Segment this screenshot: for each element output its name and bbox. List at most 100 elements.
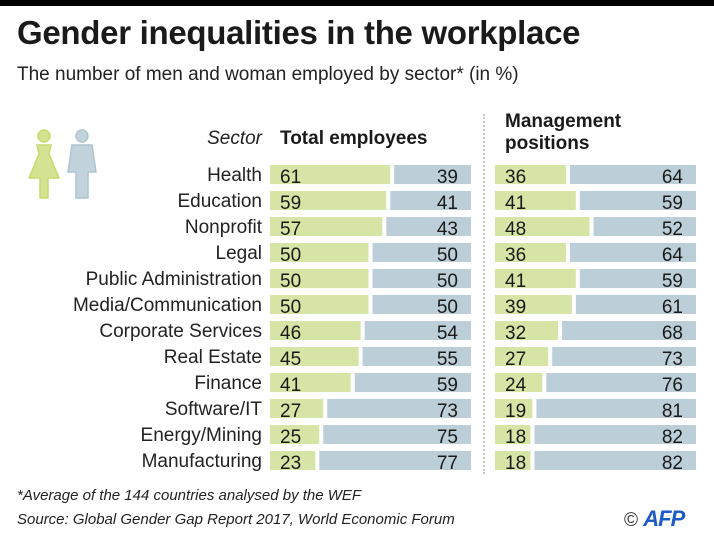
men-bar	[372, 295, 471, 314]
men-value-label: 73	[437, 401, 458, 422]
gender-legend-icons	[27, 129, 97, 199]
men-bar	[579, 191, 696, 210]
women-value-label: 39	[505, 297, 526, 318]
women-value-label: 45	[280, 349, 301, 370]
sector-label: Legal	[216, 243, 263, 264]
men-value-label: 54	[437, 323, 459, 344]
women-bar	[270, 451, 316, 470]
men-value-label: 55	[437, 349, 458, 370]
afp-logo: AFP	[643, 506, 685, 531]
women-bar	[495, 347, 549, 366]
women-value-label: 61	[280, 167, 301, 188]
men-value-label: 75	[437, 427, 458, 448]
men-bar	[593, 217, 696, 236]
management-header-line-2: positions	[505, 133, 590, 154]
women-bar	[495, 165, 566, 184]
men-bar	[569, 165, 696, 184]
sector-label: Nonprofit	[185, 217, 263, 238]
women-bar	[495, 451, 531, 470]
women-bar	[495, 425, 531, 444]
men-value-label: 41	[437, 193, 458, 214]
sector-label: Media/Communication	[73, 295, 262, 316]
men-bar	[562, 321, 696, 340]
woman-icon	[27, 129, 61, 199]
women-bar	[270, 295, 369, 314]
men-value-label: 73	[662, 349, 683, 370]
women-bar	[495, 295, 572, 314]
men-bar	[546, 373, 696, 392]
men-bar	[552, 347, 696, 366]
women-bar	[270, 243, 369, 262]
women-bar	[270, 165, 391, 184]
women-bar	[495, 269, 576, 288]
women-value-label: 41	[280, 375, 301, 396]
men-bar	[372, 269, 471, 288]
men-value-label: 52	[662, 219, 683, 240]
men-value-label: 77	[437, 453, 458, 474]
women-bar	[270, 373, 351, 392]
men-bar	[354, 373, 471, 392]
women-bar	[270, 321, 361, 340]
men-value-label: 82	[662, 427, 683, 448]
sector-label: Finance	[194, 373, 262, 394]
women-value-label: 50	[280, 245, 301, 266]
women-value-label: 59	[280, 193, 301, 214]
men-value-label: 59	[662, 271, 683, 292]
men-value-label: 50	[437, 297, 458, 318]
women-value-label: 27	[280, 401, 301, 422]
men-bar	[323, 425, 471, 444]
women-bar	[495, 217, 590, 236]
men-bar	[364, 321, 471, 340]
men-bar	[386, 217, 471, 236]
women-value-label: 48	[505, 219, 526, 240]
footnote: *Average of the 144 countries analysed b…	[17, 487, 362, 504]
sector-label: Software/IT	[165, 399, 263, 420]
women-value-label: 18	[505, 453, 526, 474]
women-bar	[270, 399, 324, 418]
women-bar	[270, 269, 369, 288]
women-bar	[270, 191, 387, 210]
sector-label: Health	[207, 165, 262, 186]
men-bar	[536, 399, 696, 418]
women-bar	[270, 425, 320, 444]
men-bar	[534, 451, 696, 470]
women-value-label: 41	[505, 193, 526, 214]
sector-label: Real Estate	[164, 347, 262, 368]
women-bar	[270, 217, 383, 236]
men-bar	[372, 243, 471, 262]
management-positions-header: Management positions	[505, 111, 621, 155]
top-black-bar	[0, 0, 714, 6]
men-value-label: 43	[437, 219, 458, 240]
women-value-label: 23	[280, 453, 301, 474]
sector-label: Manufacturing	[142, 451, 262, 472]
sector-label: Energy/Mining	[141, 425, 262, 446]
copyright-symbol: ©	[624, 510, 638, 531]
women-value-label: 18	[505, 427, 526, 448]
men-value-label: 82	[662, 453, 683, 474]
men-value-label: 39	[437, 167, 458, 188]
men-bar	[534, 425, 696, 444]
men-bar	[327, 399, 471, 418]
chart-title: Gender inequalities in the workplace	[17, 14, 581, 51]
women-value-label: 27	[505, 349, 526, 370]
men-bar	[319, 451, 471, 470]
women-bar	[495, 321, 559, 340]
men-bar	[575, 295, 696, 314]
men-value-label: 64	[662, 167, 684, 188]
total-employees-header: Total employees	[280, 128, 428, 149]
women-value-label: 36	[505, 245, 526, 266]
women-value-label: 32	[505, 323, 526, 344]
men-value-label: 50	[437, 245, 458, 266]
management-header-line-1: Management	[505, 111, 622, 132]
women-bar	[495, 373, 543, 392]
women-value-label: 24	[505, 375, 527, 396]
sector-column-header: Sector	[207, 128, 262, 149]
sector-label: Education	[177, 191, 262, 212]
women-value-label: 50	[280, 271, 301, 292]
sector-label: Corporate Services	[99, 321, 262, 342]
men-value-label: 81	[662, 401, 683, 422]
women-value-label: 25	[280, 427, 301, 448]
men-value-label: 61	[662, 297, 683, 318]
men-bar	[579, 269, 696, 288]
